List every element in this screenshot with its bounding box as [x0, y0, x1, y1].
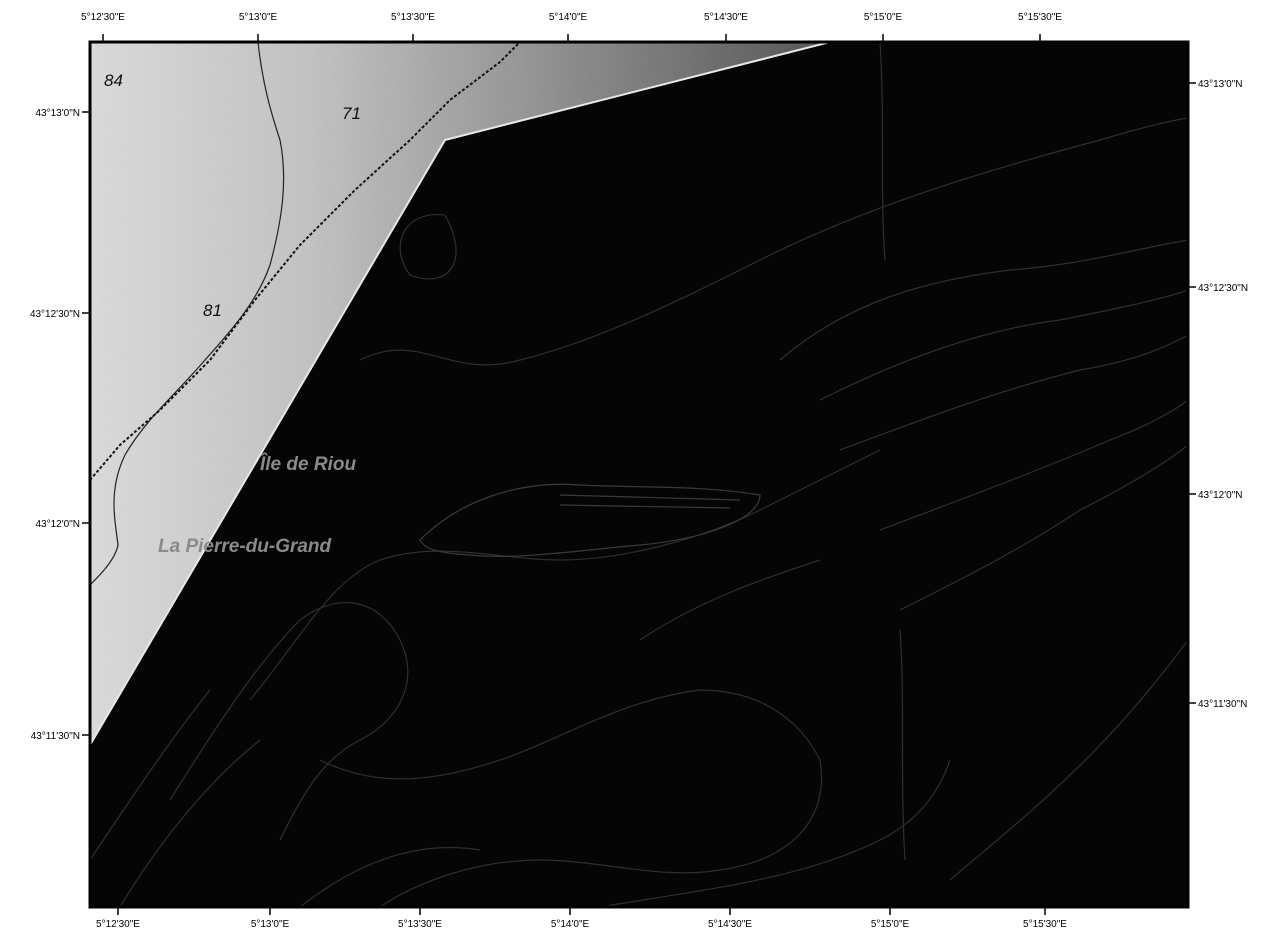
depth-label-71: 71: [342, 104, 361, 123]
depth-contour-land: [90, 42, 285, 586]
bottom-tick-label: 5°14'0"E: [551, 919, 590, 930]
left-tick-label: 43°11'30"N: [31, 731, 80, 742]
left-tick-label: 43°12'0"N: [36, 519, 81, 530]
zone-boundary: [90, 42, 521, 481]
top-tick-label: 5°15'30"E: [1018, 12, 1062, 23]
top-tick-label: 5°13'0"E: [239, 12, 278, 23]
right-tick-label: 43°13'0"N: [1198, 79, 1243, 90]
bathymetry-contours: [90, 42, 1188, 907]
bottom-tick-label: 5°15'0"E: [871, 919, 910, 930]
axis-ticks: 5°12'30"E 5°13'0"E 5°13'30"E 5°14'0"E 5°14'3…: [30, 12, 1248, 930]
top-tick-label: 5°12'30"E: [81, 12, 125, 23]
right-tick-label: 43°12'0"N: [1198, 490, 1243, 501]
place-label-pierre: La Pierre-du-Grand: [158, 536, 332, 557]
right-tick-label: 43°11'30"N: [1198, 699, 1247, 710]
top-tick-label: 5°13'30"E: [391, 12, 435, 23]
left-tick-label: 43°12'30"N: [30, 309, 80, 320]
left-tick-label: 43°13'0"N: [36, 108, 81, 119]
island-outline: [419, 483, 761, 557]
top-tick-label: 5°15'0"E: [864, 12, 903, 23]
coastline: [90, 42, 831, 746]
bottom-tick-label: 5°15'30"E: [1023, 919, 1067, 930]
bottom-tick-label: 5°13'0"E: [251, 919, 290, 930]
map-frame: [88, 40, 1190, 909]
place-label-ile: Île de Riou: [260, 453, 356, 475]
top-tick-label: 5°14'0"E: [549, 12, 588, 23]
land-area: [90, 42, 830, 745]
top-tick-label: 5°14'30"E: [704, 12, 748, 23]
right-tick-label: 43°12'30"N: [1198, 283, 1248, 294]
depth-label-84: 84: [104, 71, 123, 90]
depth-label-81: 81: [203, 301, 222, 320]
bottom-tick-label: 5°13'30"E: [398, 919, 442, 930]
bottom-tick-label: 5°12'30"E: [96, 919, 140, 930]
bottom-tick-label: 5°14'30"E: [708, 919, 752, 930]
